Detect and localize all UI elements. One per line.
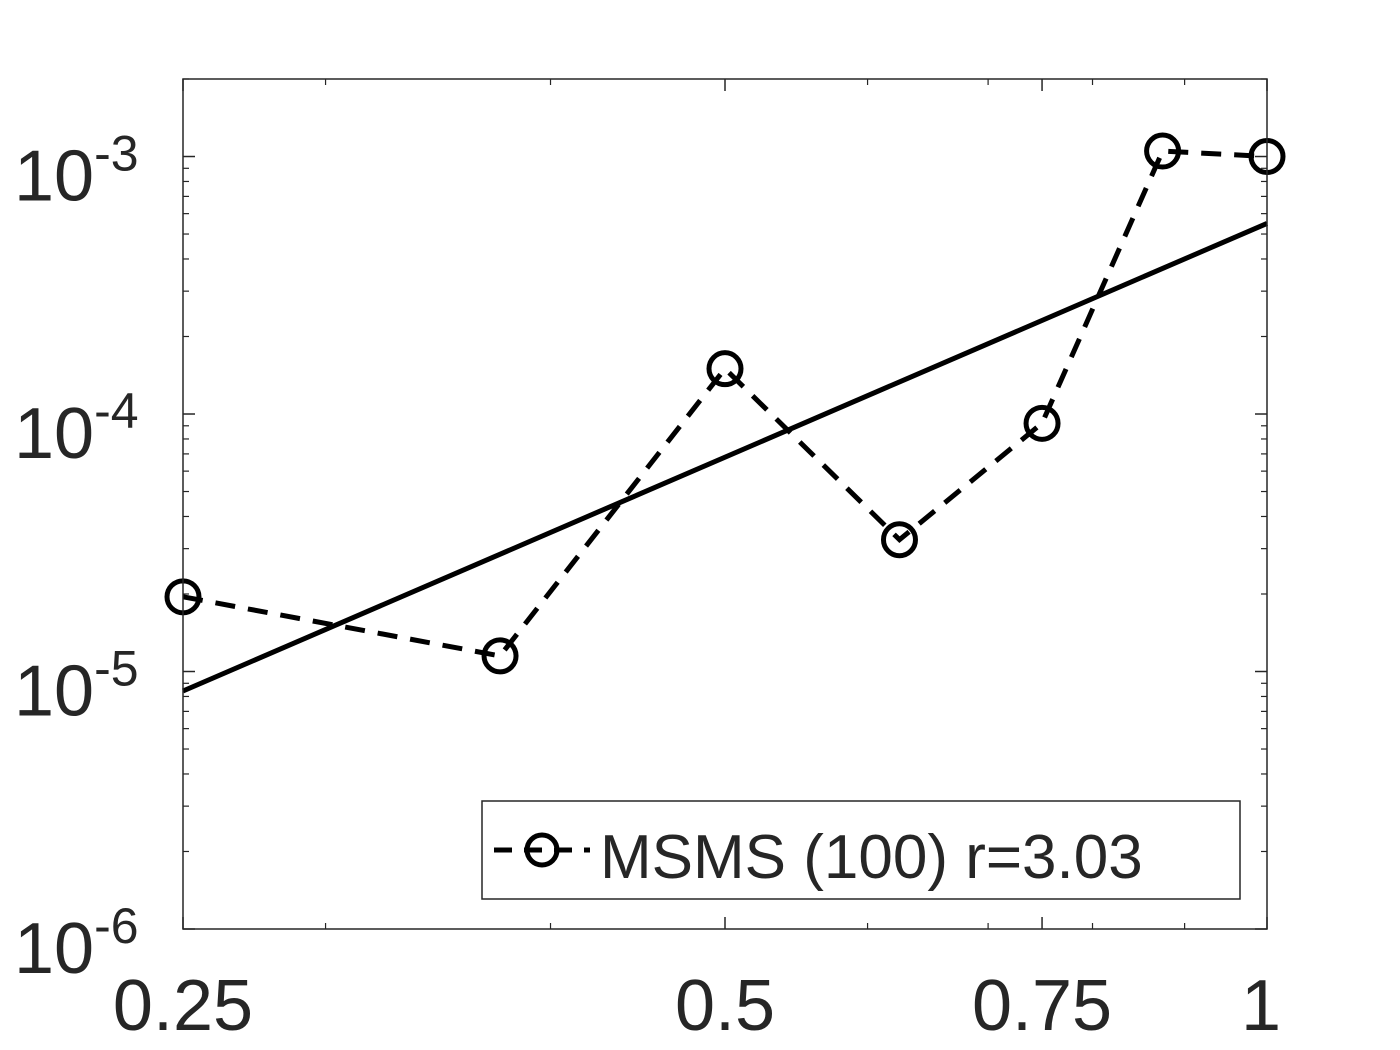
y-tick-label: 10-5 (14, 641, 139, 732)
legend: MSMS (100) r=3.03 (481, 800, 1241, 900)
x-tick-label: 1 (1241, 966, 1281, 1046)
data-point-marker (481, 637, 519, 675)
x-tick-label: 0.25 (113, 966, 253, 1046)
fit-line (182, 221, 1268, 694)
series-msms-line (182, 148, 1268, 659)
legend-box (481, 800, 1241, 900)
legend-marker-circle (524, 832, 560, 868)
data-point-marker (1023, 404, 1061, 442)
data-point-marker (880, 521, 918, 559)
x-tick-label: 0.75 (972, 966, 1112, 1046)
x-tick-label: 0.5 (675, 966, 775, 1046)
plot-area (183, 79, 1267, 929)
data-point-marker (706, 350, 744, 388)
x-tick-labels: 0.25 0.5 0.75 1 (113, 966, 1281, 1046)
axes-box (182, 78, 1268, 930)
y-tick-label: 10-6 (14, 898, 139, 989)
minor-ticks (183, 78, 1267, 929)
data-point-marker (1144, 132, 1182, 170)
y-tick-label: 10-3 (14, 126, 139, 217)
y-tick-label: 10-4 (14, 383, 139, 474)
legend-label: MSMS (100) r=3.03 (600, 823, 1143, 892)
series-layer (164, 132, 1286, 694)
y-tick-labels: 10-6 10-5 10-4 10-3 (14, 126, 139, 989)
